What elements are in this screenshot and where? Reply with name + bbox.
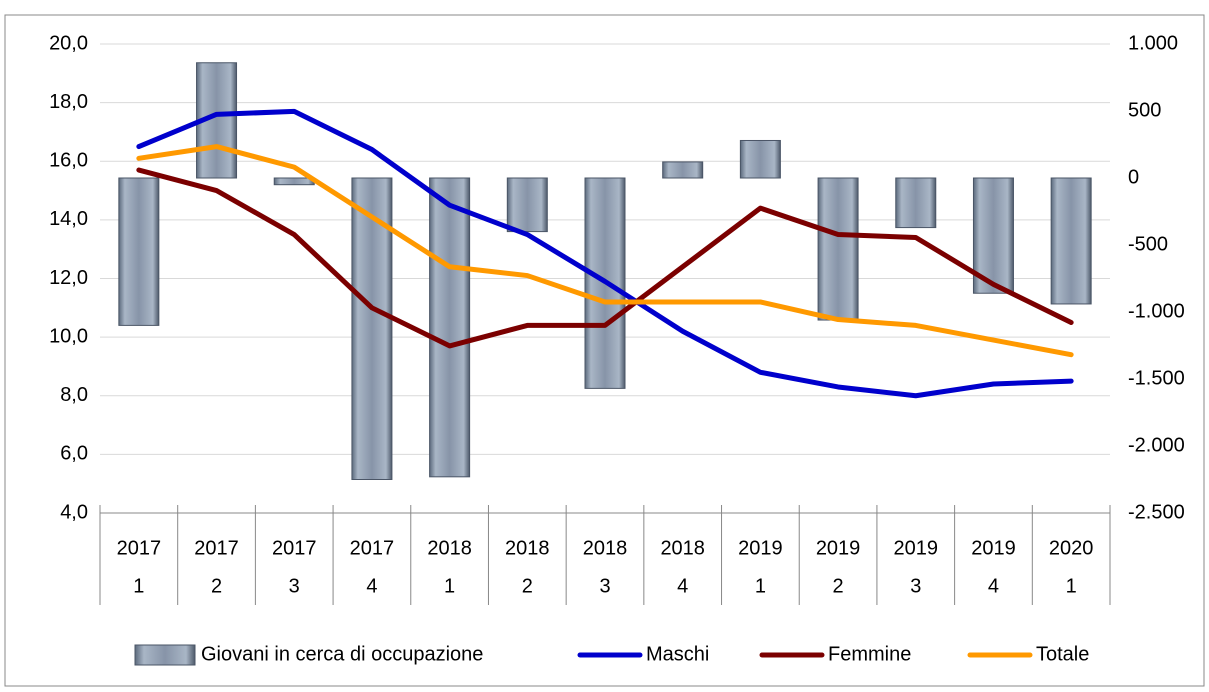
bar <box>662 161 704 179</box>
legend-swatch <box>134 644 196 666</box>
bar <box>1050 177 1092 305</box>
y-tick-label: 8,0 <box>60 384 88 406</box>
y-tick-label: 4,0 <box>60 501 88 523</box>
line <box>136 108 1074 399</box>
x-tick-label: 2018 <box>660 537 705 559</box>
legend-label: Totale <box>1036 643 1089 665</box>
x-tick-label: 4 <box>988 575 999 597</box>
x-tick-label: 4 <box>366 575 377 597</box>
x-tick-label: 2019 <box>738 537 783 559</box>
x-tick-label: 3 <box>599 575 610 597</box>
y-tick-label: 10,0 <box>49 325 88 347</box>
x-tick-label: 1 <box>755 575 766 597</box>
y-tick-label: 20,0 <box>49 32 88 54</box>
x-tick-label: 2017 <box>350 537 395 559</box>
legend-label: Giovani in cerca di occupazione <box>201 643 483 665</box>
x-tick-label: 2017 <box>117 537 162 559</box>
y-tick-label: 16,0 <box>49 150 88 172</box>
legend-label: Maschi <box>646 643 709 665</box>
y2-tick-label: -1.000 <box>1128 300 1185 322</box>
x-tick-label: 2018 <box>583 537 628 559</box>
bar <box>817 177 859 321</box>
x-tick-label: 4 <box>677 575 688 597</box>
x-tick-label: 2018 <box>427 537 472 559</box>
x-tick-label: 2 <box>211 575 222 597</box>
x-tick-label: 1 <box>1066 575 1077 597</box>
x-tick-label: 1 <box>133 575 144 597</box>
x-tick-label: 2018 <box>505 537 550 559</box>
x-tick-label: 2017 <box>272 537 317 559</box>
y-tick-label: 12,0 <box>49 267 88 289</box>
y2-tick-label: -1.500 <box>1128 367 1185 389</box>
y2-tick-label: -2.000 <box>1128 434 1185 456</box>
y2-tick-label: 0 <box>1128 166 1139 188</box>
y-tick-label: 14,0 <box>49 208 88 230</box>
bar <box>118 177 160 326</box>
bar <box>739 139 781 179</box>
line <box>136 144 1074 358</box>
x-tick-label: 3 <box>289 575 300 597</box>
x-tick-label: 2020 <box>1049 537 1094 559</box>
x-tick-label: 2019 <box>971 537 1016 559</box>
x-tick-label: 2 <box>522 575 533 597</box>
bar <box>429 177 471 478</box>
x-tick-label: 1 <box>444 575 455 597</box>
y2-tick-label: 1.000 <box>1128 32 1178 54</box>
y2-tick-label: -2.500 <box>1128 501 1185 523</box>
bar <box>895 177 937 229</box>
x-tick-label: 2017 <box>194 537 239 559</box>
line <box>136 167 1074 349</box>
x-tick-label: 2019 <box>894 537 939 559</box>
y-tick-label: 18,0 <box>49 91 88 113</box>
legend-label: Femmine <box>828 643 911 665</box>
y2-tick-label: -500 <box>1128 233 1168 255</box>
x-tick-label: 2 <box>833 575 844 597</box>
y2-tick-label: 500 <box>1128 99 1161 121</box>
x-tick-label: 2019 <box>816 537 861 559</box>
x-tick-label: 3 <box>910 575 921 597</box>
bar <box>506 177 548 233</box>
y-tick-label: 6,0 <box>60 443 88 465</box>
